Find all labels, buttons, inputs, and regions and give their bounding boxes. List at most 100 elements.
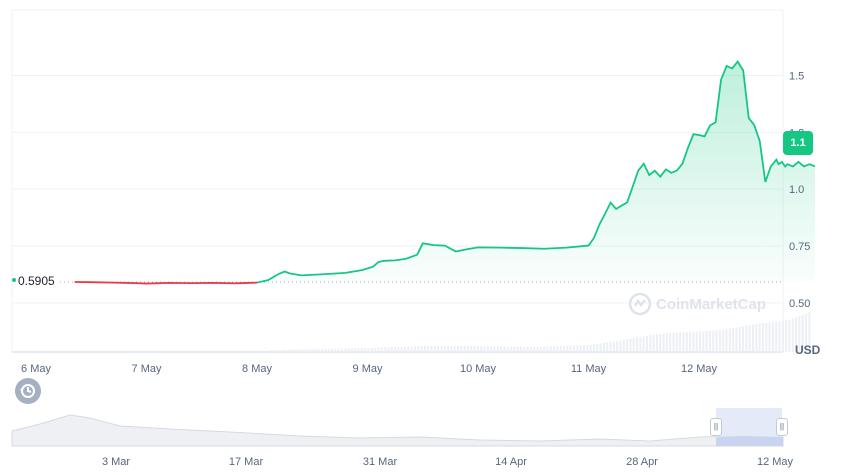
volume-bar	[695, 331, 698, 352]
volume-bar	[655, 333, 658, 352]
volume-bar	[708, 330, 711, 352]
volume-bar	[715, 330, 718, 352]
volume-bar	[659, 333, 662, 352]
current-price-badge: 1.1	[783, 131, 813, 155]
volume-bar	[745, 325, 748, 352]
volume-bar	[274, 349, 277, 352]
volume-bar	[785, 320, 788, 352]
volume-bar	[480, 346, 483, 352]
volume-bar	[553, 346, 556, 352]
volume-bar	[771, 321, 774, 352]
volume-bar	[523, 346, 526, 352]
volume-bar	[410, 346, 413, 352]
volume-layer	[268, 312, 814, 352]
volume-bar	[576, 345, 579, 352]
volume-bar	[705, 330, 708, 352]
price-line-up	[256, 60, 816, 284]
open-price-label: 0.5905	[18, 274, 55, 288]
volume-bar	[775, 321, 778, 352]
volume-bar	[533, 347, 536, 352]
volume-bar	[271, 349, 274, 352]
volume-bar	[437, 346, 440, 352]
volume-bar	[470, 346, 473, 352]
volume-bar	[728, 328, 731, 352]
volume-bar	[460, 346, 463, 352]
volume-bar	[377, 347, 380, 352]
volume-bar	[725, 329, 728, 352]
volume-bar	[732, 328, 735, 352]
volume-bar	[384, 347, 387, 352]
volume-bar	[314, 348, 317, 352]
volume-bar	[626, 339, 629, 352]
volume-bar	[344, 348, 347, 352]
volume-bar	[811, 350, 814, 352]
volume-bar	[609, 341, 612, 352]
volume-bar	[692, 331, 695, 352]
history-button[interactable]	[15, 378, 41, 404]
volume-bar	[669, 333, 672, 352]
volume-bar	[689, 331, 692, 352]
volume-bar	[642, 336, 645, 352]
navigator-area	[11, 414, 784, 447]
volume-bar	[476, 346, 479, 352]
x-tick-label: 6 May	[21, 363, 51, 375]
volume-bar	[559, 346, 562, 352]
volume-bar	[536, 346, 539, 352]
volume-bar	[357, 348, 360, 352]
volume-bar	[573, 345, 576, 352]
volume-bar	[563, 345, 566, 352]
volume-bar	[682, 332, 685, 352]
volume-bar	[417, 346, 420, 352]
volume-bar	[516, 346, 519, 352]
volume-bar	[612, 341, 615, 352]
volume-bar	[427, 346, 430, 352]
volume-bar	[413, 346, 416, 352]
volume-bar	[294, 349, 297, 352]
volume-bar	[586, 345, 589, 352]
volume-bar	[400, 346, 403, 352]
navigator-left-handle[interactable]: ||	[710, 418, 722, 436]
volume-bar	[390, 347, 393, 352]
volume-bar	[526, 346, 529, 352]
navigator-tick-label: 17 Mar	[229, 456, 264, 468]
volume-bar	[599, 343, 602, 352]
volume-bar	[453, 346, 456, 352]
navigator-right-handle[interactable]: ||	[776, 418, 788, 436]
volume-bar	[702, 331, 705, 352]
volume-bar	[636, 337, 639, 352]
volume-bar	[380, 347, 383, 352]
volume-bar	[722, 329, 725, 352]
volume-bar	[606, 342, 609, 352]
volume-bar	[622, 339, 625, 352]
y-tick-labels: 0.500.751.01.21.5	[789, 70, 810, 309]
volume-bar	[735, 327, 738, 352]
volume-bar	[589, 344, 592, 352]
open-price-marker	[12, 278, 16, 282]
volume-bar	[543, 346, 546, 352]
range-navigator[interactable]: 3 Mar 17 Mar 31 Mar 14 Apr 28 Apr 12 May	[11, 408, 794, 468]
x-tick-label: 8 May	[242, 363, 272, 375]
volume-bar	[337, 348, 340, 352]
volume-bar	[387, 347, 390, 352]
volume-bar	[602, 342, 605, 352]
price-area-fill	[257, 61, 816, 283]
volume-bar	[632, 338, 635, 352]
volume-bar	[331, 348, 334, 352]
volume-bar	[370, 347, 373, 352]
volume-bar	[582, 345, 585, 352]
volume-bar	[652, 334, 655, 352]
volume-bar	[556, 346, 559, 352]
volume-bar	[672, 332, 675, 352]
volume-bar	[347, 348, 350, 352]
volume-bar	[645, 335, 648, 352]
volume-bar	[649, 335, 652, 352]
volume-bar	[447, 346, 450, 352]
volume-bar	[629, 338, 632, 352]
volume-bar	[546, 346, 549, 352]
volume-bar	[277, 349, 280, 352]
volume-bar	[394, 347, 397, 352]
volume-bar	[284, 349, 287, 352]
volume-bar	[304, 349, 307, 352]
volume-bar	[781, 320, 784, 352]
